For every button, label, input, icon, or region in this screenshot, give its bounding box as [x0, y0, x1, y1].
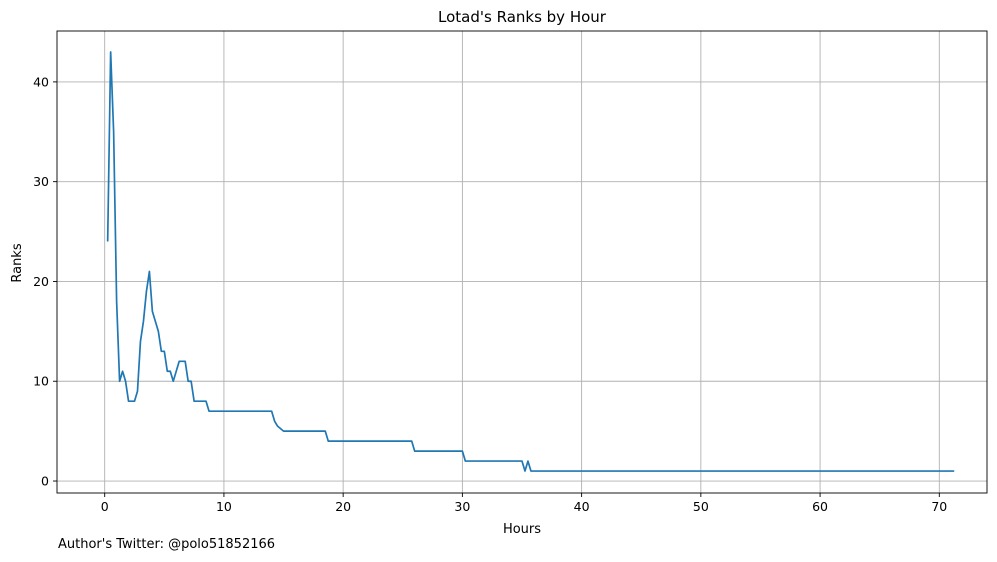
x-tick-label: 20: [335, 499, 351, 514]
gridlines: [57, 31, 987, 493]
rank-line: [106, 51, 955, 472]
x-tick-label: 40: [574, 499, 590, 514]
author-credit: Author's Twitter: @polo51852166: [58, 537, 276, 552]
x-tick-label: 70: [931, 499, 947, 514]
y-axis-label: Ranks: [10, 243, 25, 282]
y-tick-label: 20: [33, 274, 49, 289]
x-axis-label: Hours: [503, 522, 541, 537]
x-tick-label: 0: [101, 499, 109, 514]
x-tick-label: 30: [454, 499, 470, 514]
x-tick-label: 10: [216, 499, 232, 514]
y-tick-label: 10: [33, 374, 49, 389]
y-tick-label: 40: [33, 74, 49, 89]
y-tick-label: 0: [41, 474, 49, 489]
y-tick-label: 30: [33, 174, 49, 189]
y-axis-ticks: 0 10 20 30 40: [33, 74, 57, 489]
x-tick-label: 60: [812, 499, 828, 514]
chart-title: Lotad's Ranks by Hour: [438, 8, 607, 26]
x-tick-label: 50: [693, 499, 709, 514]
series-group: [106, 51, 955, 472]
x-axis-ticks: 0 10 20 30 40 50 60 70: [101, 493, 947, 514]
plot-frame: [56, 30, 988, 494]
